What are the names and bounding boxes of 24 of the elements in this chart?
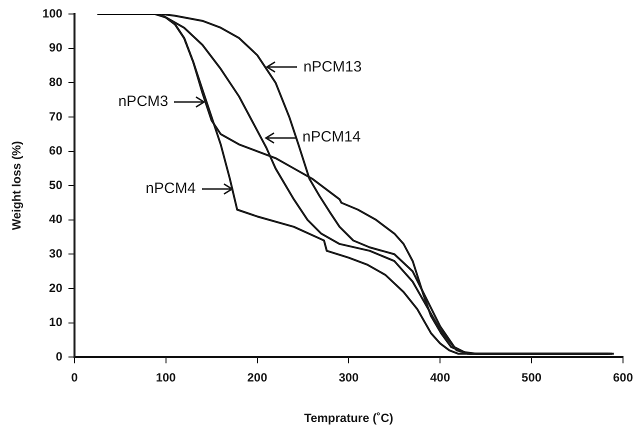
x-axis-title: Temprature (˚C) [304, 411, 394, 426]
annotation: nPCM3 [118, 93, 168, 110]
x-tick-label: 200 [247, 370, 268, 385]
y-tick-label: 50 [49, 178, 63, 192]
annotation: nPCM14 [302, 128, 361, 146]
y-tick-label: 60 [49, 144, 63, 158]
x-tick-label: 500 [522, 370, 542, 385]
x-tick-label: 400 [430, 370, 450, 385]
annotation: nPCM4 [146, 180, 196, 198]
y-tick-label: 20 [49, 280, 63, 295]
x-tick-label: 300 [338, 370, 360, 385]
y-tick-label: 0 [56, 350, 63, 364]
y-tick-label: 80 [49, 74, 63, 89]
x-tick-label: 0 [71, 370, 78, 385]
y-tick-label: 40 [49, 212, 63, 226]
y-tick-label: 30 [49, 246, 63, 261]
annotation: nPCM13 [303, 58, 362, 76]
y-tick-label: 10 [49, 315, 63, 330]
x-tick-label: 600 [612, 370, 634, 385]
y-tick-label: 90 [49, 40, 63, 55]
x-tick-label: 100 [156, 370, 176, 385]
y-tick-label: 100 [42, 6, 63, 20]
y-tick-label: 70 [49, 109, 63, 124]
y-axis-title: Weight loss (%) [10, 141, 24, 230]
